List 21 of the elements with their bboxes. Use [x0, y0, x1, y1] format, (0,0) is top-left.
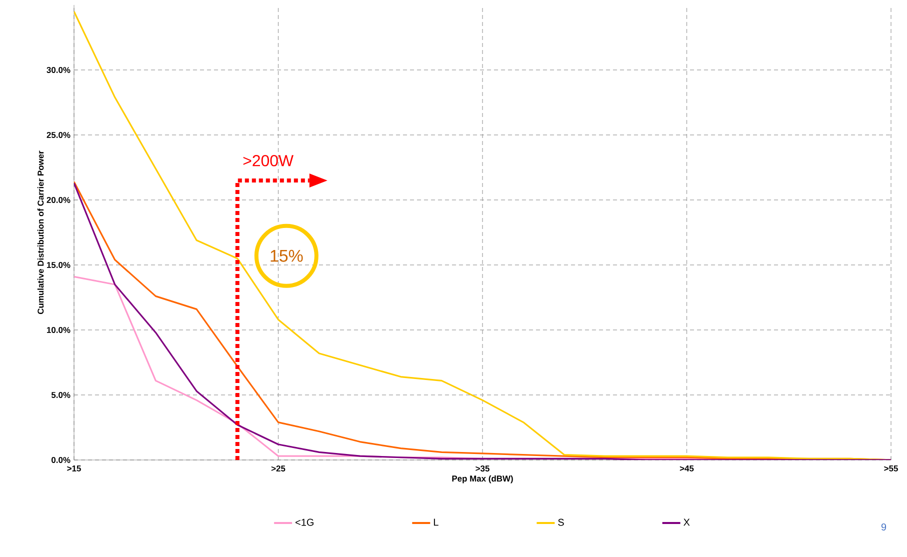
x-tick-label: >55: [884, 466, 898, 472]
y-axis-title: Cumulative Distribution of Carrier Power: [37, 150, 44, 314]
y-tick-label: 30.0%: [46, 66, 70, 73]
y-tick-label: 25.0%: [46, 132, 70, 138]
legend-label: L: [434, 518, 438, 526]
legend-label: S: [558, 518, 564, 526]
x-tick-label: >15: [67, 466, 81, 472]
y-tick-label: 15.0%: [47, 262, 70, 268]
text: 9: [881, 523, 886, 531]
x-tick-label: >45: [680, 466, 694, 472]
x-axis-title: Pep Max (dBW): [452, 475, 513, 484]
legend-label: <1G: [296, 518, 314, 526]
y-tick-label: 10.0%: [47, 326, 70, 333]
x-tick-label: >25: [271, 466, 286, 472]
legend-label: X: [684, 518, 690, 526]
annotation: 15%: [270, 250, 303, 262]
annotation: >200W: [243, 155, 294, 166]
y-tick-label: 5.0%: [51, 392, 70, 398]
y-tick-label: 20.0%: [46, 196, 70, 203]
x-tick-label: >35: [476, 466, 490, 472]
y-tick-label: 0.0%: [52, 456, 70, 463]
